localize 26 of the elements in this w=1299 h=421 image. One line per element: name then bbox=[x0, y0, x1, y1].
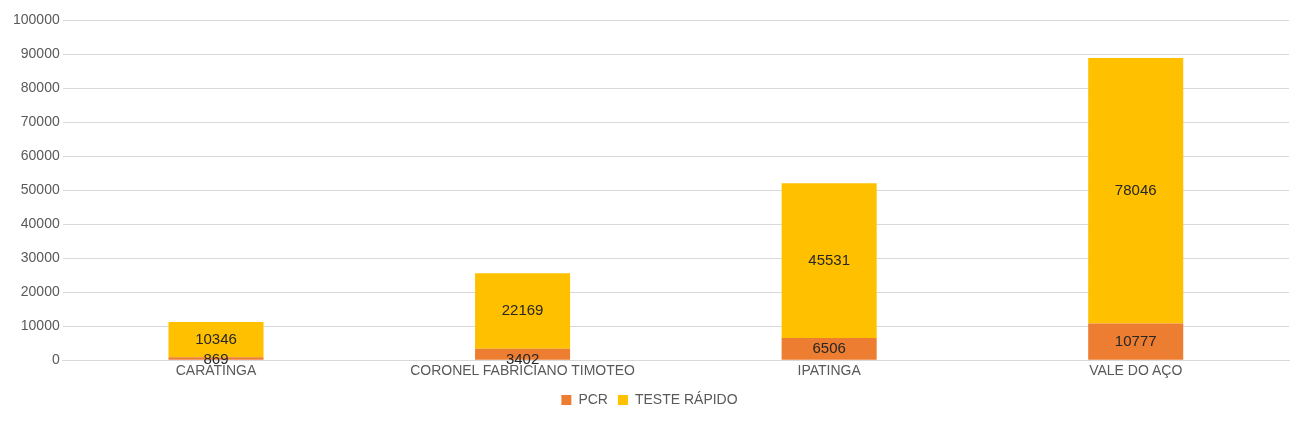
bar bbox=[781, 183, 877, 339]
y-tick-label: 30000 bbox=[20, 249, 60, 265]
y-tick-label: 50000 bbox=[20, 180, 60, 197]
y-tick-label: 80000 bbox=[20, 78, 60, 95]
data-label: 10346 bbox=[195, 329, 237, 347]
data-label: 10777 bbox=[1114, 331, 1157, 349]
y-tick-label: 70000 bbox=[20, 112, 60, 129]
data-label: 22169 bbox=[501, 301, 544, 319]
y-tick-label: 90000 bbox=[20, 44, 60, 61]
bar bbox=[1088, 58, 1184, 324]
x-tick-label: VALE DO AÇO bbox=[1089, 362, 1183, 379]
bar bbox=[475, 273, 571, 349]
x-tick-label: IPATINGA bbox=[797, 362, 862, 379]
data-label: 78046 bbox=[1114, 180, 1157, 198]
data-label: 6506 bbox=[812, 339, 846, 357]
legend-label: TESTE RÁPIDO bbox=[634, 390, 738, 407]
bar bbox=[1088, 323, 1184, 360]
bar bbox=[781, 338, 877, 360]
y-tick-label: 10000 bbox=[20, 317, 60, 334]
y-tick-label: 0 bbox=[51, 351, 60, 368]
legend-label: PCR bbox=[578, 390, 608, 407]
y-tick-label: 100000 bbox=[13, 10, 60, 27]
y-tick-label: 60000 bbox=[20, 146, 60, 163]
y-tick-label: 20000 bbox=[20, 283, 60, 300]
y-tick-label: 40000 bbox=[20, 214, 60, 231]
data-label: 45531 bbox=[808, 250, 850, 268]
